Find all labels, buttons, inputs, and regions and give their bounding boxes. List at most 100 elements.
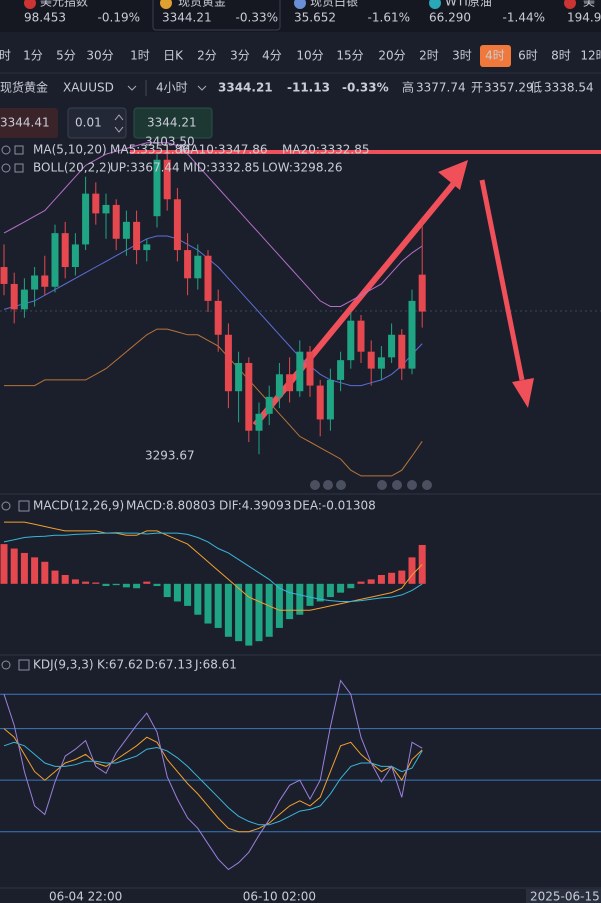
candle-body [194, 255, 202, 279]
kdj-j [3, 679, 423, 871]
macd-bar [204, 583, 212, 624]
macd-bar [296, 583, 304, 615]
buy-button[interactable] [133, 107, 213, 139]
lot-stepper[interactable] [114, 114, 124, 133]
high-value: 3377.74 [416, 81, 466, 95]
ma-name: MA(5,10,20) [33, 143, 107, 157]
ticker-icon [294, 0, 306, 9]
crosshair-time: 2025-06-15 0 [530, 890, 601, 903]
candle-body [388, 334, 396, 358]
ticker-change: -1.44% [503, 11, 545, 25]
ticker-change: -0.33% [236, 11, 278, 25]
timeframe-tab[interactable]: 6时 [518, 49, 538, 63]
crosshair-time-box [526, 889, 601, 903]
macd-dea [3, 532, 423, 602]
ticker-icon [24, 0, 36, 9]
candle-body [31, 275, 39, 290]
timeframe-tab[interactable]: 3时 [452, 49, 472, 63]
macd-bar [224, 583, 232, 637]
timeframe-tab[interactable]: 15分 [336, 49, 363, 63]
macd-bar [194, 583, 202, 615]
lot-input[interactable] [67, 107, 127, 139]
macd-bar [337, 583, 345, 593]
timeframe-tab[interactable]: 1时 [130, 49, 150, 63]
candle-body [326, 379, 334, 420]
dif-value: DIF:4.39093 [219, 499, 291, 513]
candle-body [377, 357, 385, 369]
candle-body [204, 255, 212, 301]
timeframe-tab[interactable]: 日K [163, 49, 184, 63]
candle-body [316, 385, 324, 420]
period: 4小时 [156, 81, 188, 95]
timeframe-tab[interactable]: 12时 [580, 49, 601, 63]
ticker-name: 美 [583, 0, 595, 9]
macd-bar [286, 583, 294, 620]
timeframe-tab[interactable]: 20分 [378, 49, 405, 63]
timeframe-tab[interactable]: 5分 [56, 49, 76, 63]
candle-body [41, 275, 49, 287]
timeframe-tab[interactable]: 10分 [296, 49, 323, 63]
price-change-pct: -0.33% [342, 81, 389, 95]
macd-bar [10, 548, 18, 584]
watermark [310, 480, 432, 490]
open-label: 开 [471, 81, 483, 95]
macd-bar [51, 570, 59, 584]
macd-bar [92, 582, 100, 584]
macd-bar [41, 561, 49, 584]
k-value: K:67.62 [97, 658, 143, 672]
candle-body [122, 221, 130, 239]
sell-button[interactable] [0, 108, 58, 138]
ticker-selected [152, 0, 281, 31]
macd-bar [102, 583, 110, 587]
ticker-name: WTI原油 [445, 0, 492, 9]
candle-body [173, 199, 181, 251]
macd-bar [255, 583, 263, 642]
candle-body [286, 374, 294, 392]
timeframe-tab[interactable]: 2分 [197, 49, 217, 63]
candle-body [265, 396, 273, 414]
candle-body [235, 362, 243, 392]
candle-body [102, 204, 110, 214]
boll-up-label: UP:3367.44 [110, 161, 180, 175]
macd-bar [357, 581, 365, 584]
candle-body [255, 413, 263, 431]
ticker-change: -0.19% [98, 11, 140, 25]
sell-price: 3344.41 [0, 116, 50, 130]
candle-body [71, 244, 79, 268]
macd-bar [0, 544, 8, 584]
candle-body [133, 221, 141, 251]
boll-low-label: LOW:3298.26 [262, 161, 343, 175]
macd-bar [184, 583, 192, 606]
ticker-name: 现货黄金 [178, 0, 226, 9]
timeframe-tab[interactable]: 3分 [230, 49, 250, 63]
macd-bar [316, 583, 324, 602]
dropdown-arrow [197, 85, 207, 91]
macd-bar [326, 583, 334, 598]
timeframe-tab[interactable]: 30分 [86, 49, 113, 63]
buy-price: 3344.21 [147, 116, 197, 130]
candle-body [112, 204, 120, 239]
candle-body [163, 159, 171, 200]
candle-body [214, 300, 222, 335]
macd-bar [31, 557, 39, 584]
timeframe-tab[interactable]: 2时 [419, 49, 439, 63]
timeframe-tab[interactable]: 4分 [262, 49, 282, 63]
boll-name: BOLL(20,2,2) [33, 161, 111, 175]
price-annotation: 3293.67 [145, 449, 195, 463]
ticker-icon [564, 0, 576, 9]
candle-body [408, 300, 416, 369]
timeframe-tab[interactable]: 1分 [23, 49, 43, 63]
candle-body [347, 320, 355, 361]
open-value: 3357.29 [484, 81, 534, 95]
macd-bar [418, 544, 426, 584]
candle-body [143, 244, 151, 251]
high-label: 高 [402, 80, 414, 95]
boll-low [4, 328, 423, 477]
timeframe-tab[interactable]: 时 [0, 49, 11, 63]
macd-bar [398, 570, 406, 584]
timeframe-tab[interactable]: 8时 [551, 49, 571, 63]
timeframe-tab[interactable]: 4时 [485, 49, 505, 63]
ticker-price: 3344.21 [162, 11, 212, 25]
price-annotation: 3403.50 [145, 135, 195, 149]
